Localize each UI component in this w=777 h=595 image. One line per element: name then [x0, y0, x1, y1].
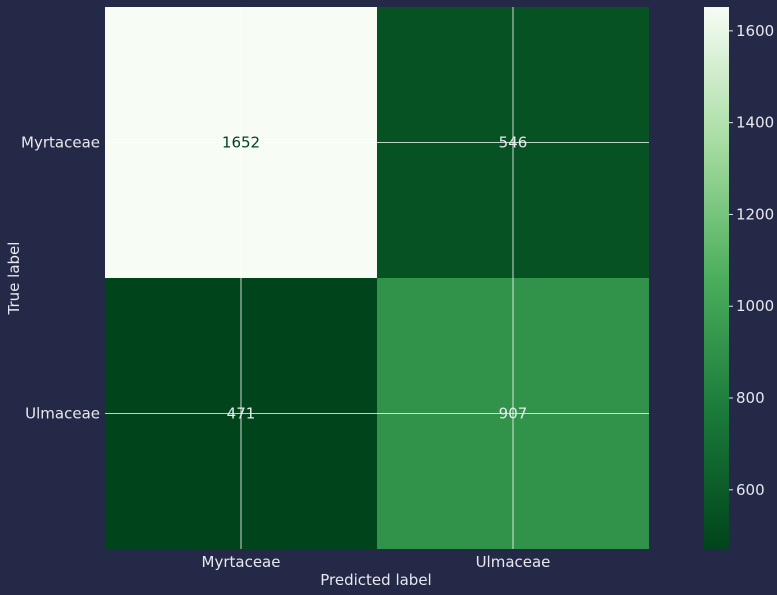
- colorbar-tick-label: 1200: [736, 205, 774, 223]
- colorbar: [704, 7, 729, 549]
- matrix-cells: [105, 7, 649, 549]
- colorbar-tick-label: 1400: [736, 114, 774, 132]
- cell-value-labels: 1652 546 471 907: [222, 134, 527, 423]
- colorbar-tick-label: 800: [736, 389, 765, 407]
- y-tick-label: Myrtaceae: [21, 134, 100, 152]
- y-axis-label: True label: [5, 242, 23, 316]
- colorbar-tick-labels: 600 800 1000 1200 1400 1600: [729, 22, 774, 499]
- cell-value-label: 907: [499, 405, 528, 423]
- y-tick-label: Ulmaceae: [25, 405, 100, 423]
- y-tick-labels: Myrtaceae Ulmaceae: [21, 134, 100, 423]
- x-tick-label: Ulmaceae: [476, 553, 551, 571]
- x-tick-labels: Myrtaceae Ulmaceae: [202, 553, 551, 571]
- colorbar-tick-label: 1600: [736, 22, 774, 40]
- colorbar-tick-label: 600: [736, 481, 765, 499]
- cell-value-label: 471: [227, 405, 256, 423]
- cell-value-label: 546: [499, 134, 528, 152]
- x-tick-label: Myrtaceae: [202, 553, 281, 571]
- x-axis-label: Predicted label: [320, 571, 431, 589]
- colorbar-tick-label: 1000: [736, 297, 774, 315]
- cell-value-label: 1652: [222, 134, 260, 152]
- matrix-gridlines: [105, 7, 649, 549]
